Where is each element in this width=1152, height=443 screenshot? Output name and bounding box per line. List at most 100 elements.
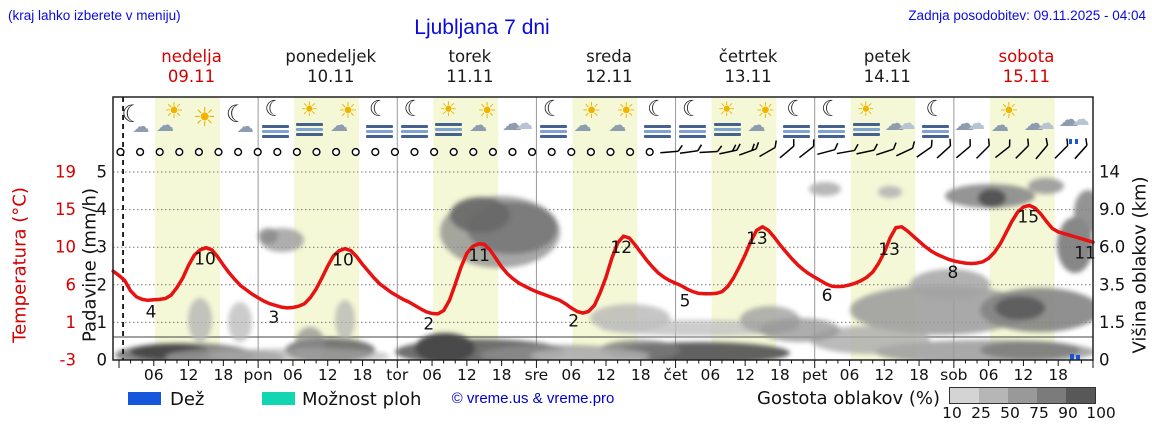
y-axis-tick-label: 3.5	[1099, 275, 1125, 294]
weather-icon-moon-cloud: ☾ ☁	[119, 99, 153, 141]
rain-legend-swatch	[128, 392, 161, 405]
day-name: torek	[448, 47, 492, 66]
wind-barb-icon	[1074, 138, 1088, 160]
cloud-blob	[530, 348, 650, 360]
x-axis-label: 06	[422, 366, 442, 384]
x-axis-label: pet	[802, 366, 827, 384]
cloud-icon: ☁	[884, 111, 905, 135]
wind-barb-icon	[699, 145, 723, 154]
wind-barb-icon	[836, 143, 859, 155]
weather-icon-moon-fog: ☾	[537, 99, 571, 141]
fog-icon	[296, 121, 324, 138]
temperature-extreme-label: 11	[468, 246, 490, 266]
cloud-icon: ☁	[1023, 111, 1044, 135]
weather-icon-sun-fog: ☀	[850, 99, 884, 141]
wind-barb-icon	[856, 143, 879, 155]
cloud-icon: ☁	[954, 111, 975, 135]
weather-icon-moon-fog: ☾	[815, 99, 849, 141]
cloud-blob	[450, 197, 510, 233]
temperature-extreme-label: 13	[746, 229, 768, 249]
wind-calm-icon	[449, 147, 458, 157]
x-axis-label: 12	[457, 366, 477, 384]
copyright-link[interactable]: © vreme.us & vreme.pro	[451, 390, 615, 407]
day-name: nedelja	[161, 47, 222, 66]
y-axis-tick-label: 1.5	[1099, 313, 1125, 332]
moon-icon: ☾	[925, 97, 946, 122]
x-axis-label: 06	[561, 366, 581, 384]
sun-icon: ☀	[338, 99, 358, 124]
precip-axis-title: Padavine (mm/h)	[79, 188, 101, 342]
y-axis-tick-label: 4	[97, 200, 108, 219]
moon-icon: ☾	[786, 97, 807, 122]
temperature-extreme-label: 11	[1074, 243, 1096, 263]
cloud-axis-title: Višina oblakov (km)	[1129, 176, 1151, 354]
wind-barb-icon	[1054, 138, 1069, 159]
weather-icon-sun-fog: ☀	[293, 99, 327, 141]
wind-calm-icon	[273, 147, 282, 157]
weather-icon-moon-fog: ☾	[676, 99, 710, 141]
y-axis-tick-label: 1	[97, 313, 108, 332]
day-header-sreda: sreda 12.11	[585, 47, 632, 87]
x-axis-label: sob	[940, 366, 967, 384]
wind-calm-icon	[547, 147, 556, 157]
day-date: 11.11	[446, 67, 494, 86]
wind-calm-icon	[194, 147, 204, 157]
weather-icon-sun-cloud: ☀ ☁	[572, 99, 606, 141]
day-name: petek	[863, 47, 911, 66]
page-title: Ljubljana 7 dni	[414, 16, 550, 39]
plot-frame	[112, 96, 1094, 361]
cloud-icon: ☁	[608, 115, 627, 136]
cloud-blob	[978, 189, 1006, 207]
weather-icon-moon-fog: ☾	[363, 99, 397, 141]
sun-icon: ☀	[477, 99, 497, 124]
cloud-blob	[850, 285, 1030, 335]
x-axis-label: 12	[318, 366, 338, 384]
cloud-blob	[228, 302, 252, 342]
cloud-blob	[1028, 178, 1064, 194]
y-axis-tick-label: 9.0	[1099, 200, 1125, 219]
fog-icon	[261, 123, 289, 140]
x-axis-label: tor	[386, 366, 409, 384]
moon-icon: ☾	[403, 97, 424, 122]
weather-icon-sun-cloud: ☀ ☁	[328, 99, 362, 141]
day-date: 15.11	[1002, 67, 1051, 86]
weather-icon-sun-cloud: ☀ ☁	[606, 99, 640, 141]
temperature-extreme-label: 6	[822, 286, 833, 306]
day-date: 12.11	[585, 67, 633, 86]
y-axis-tick-label: 15	[55, 200, 76, 219]
fog-icon	[644, 123, 672, 140]
cloud-density-scale	[949, 387, 1096, 404]
last-update: Zadnja posodobitev: 09.11.2025 - 04:04	[908, 8, 1146, 23]
temperature-extreme-label: 4	[146, 302, 157, 322]
wind-barb-icon	[660, 144, 683, 154]
cloud-icon: ☁	[897, 113, 916, 134]
moon-icon: ☾	[821, 97, 841, 122]
weather-icon-sun-fog: ☀	[432, 99, 466, 141]
cloud-blob	[809, 182, 841, 196]
temperature-extreme-label: 2	[568, 312, 579, 332]
rain-bar	[1076, 355, 1080, 360]
wind-barb-icon	[798, 139, 815, 159]
temperature-extreme-label: 10	[194, 250, 216, 270]
wind-barb-icon	[955, 139, 971, 159]
y-axis-tick-label: 3	[97, 238, 108, 257]
wind-calm-icon	[410, 147, 419, 157]
weather-icon-cloud: ☁ ☁	[502, 99, 536, 141]
wind-barb-icon	[759, 140, 777, 158]
weather-icon-sun: ☀	[189, 99, 223, 141]
x-axis-label: 12	[596, 366, 616, 384]
location-hint: (kraj lahko izberete v meniju)	[8, 8, 181, 23]
cloud-blob	[188, 298, 212, 342]
x-axis-label: 12	[874, 366, 894, 384]
weather-icon-moon-fog: ☾	[919, 99, 953, 141]
fog-icon	[922, 123, 950, 140]
y-axis-tick-label: 0	[1099, 351, 1110, 370]
sun-icon: ☀	[439, 97, 458, 121]
wind-barb-icon	[916, 139, 933, 158]
x-axis-label: 06	[283, 366, 303, 384]
wind-calm-icon	[116, 147, 125, 157]
day-header-ponedeljek: ponedeljek 10.11	[285, 47, 376, 87]
temperature-extreme-label: 10	[332, 251, 354, 271]
cloud-scale-segment	[1008, 388, 1037, 403]
cloud-icon: ☁	[1071, 109, 1090, 130]
